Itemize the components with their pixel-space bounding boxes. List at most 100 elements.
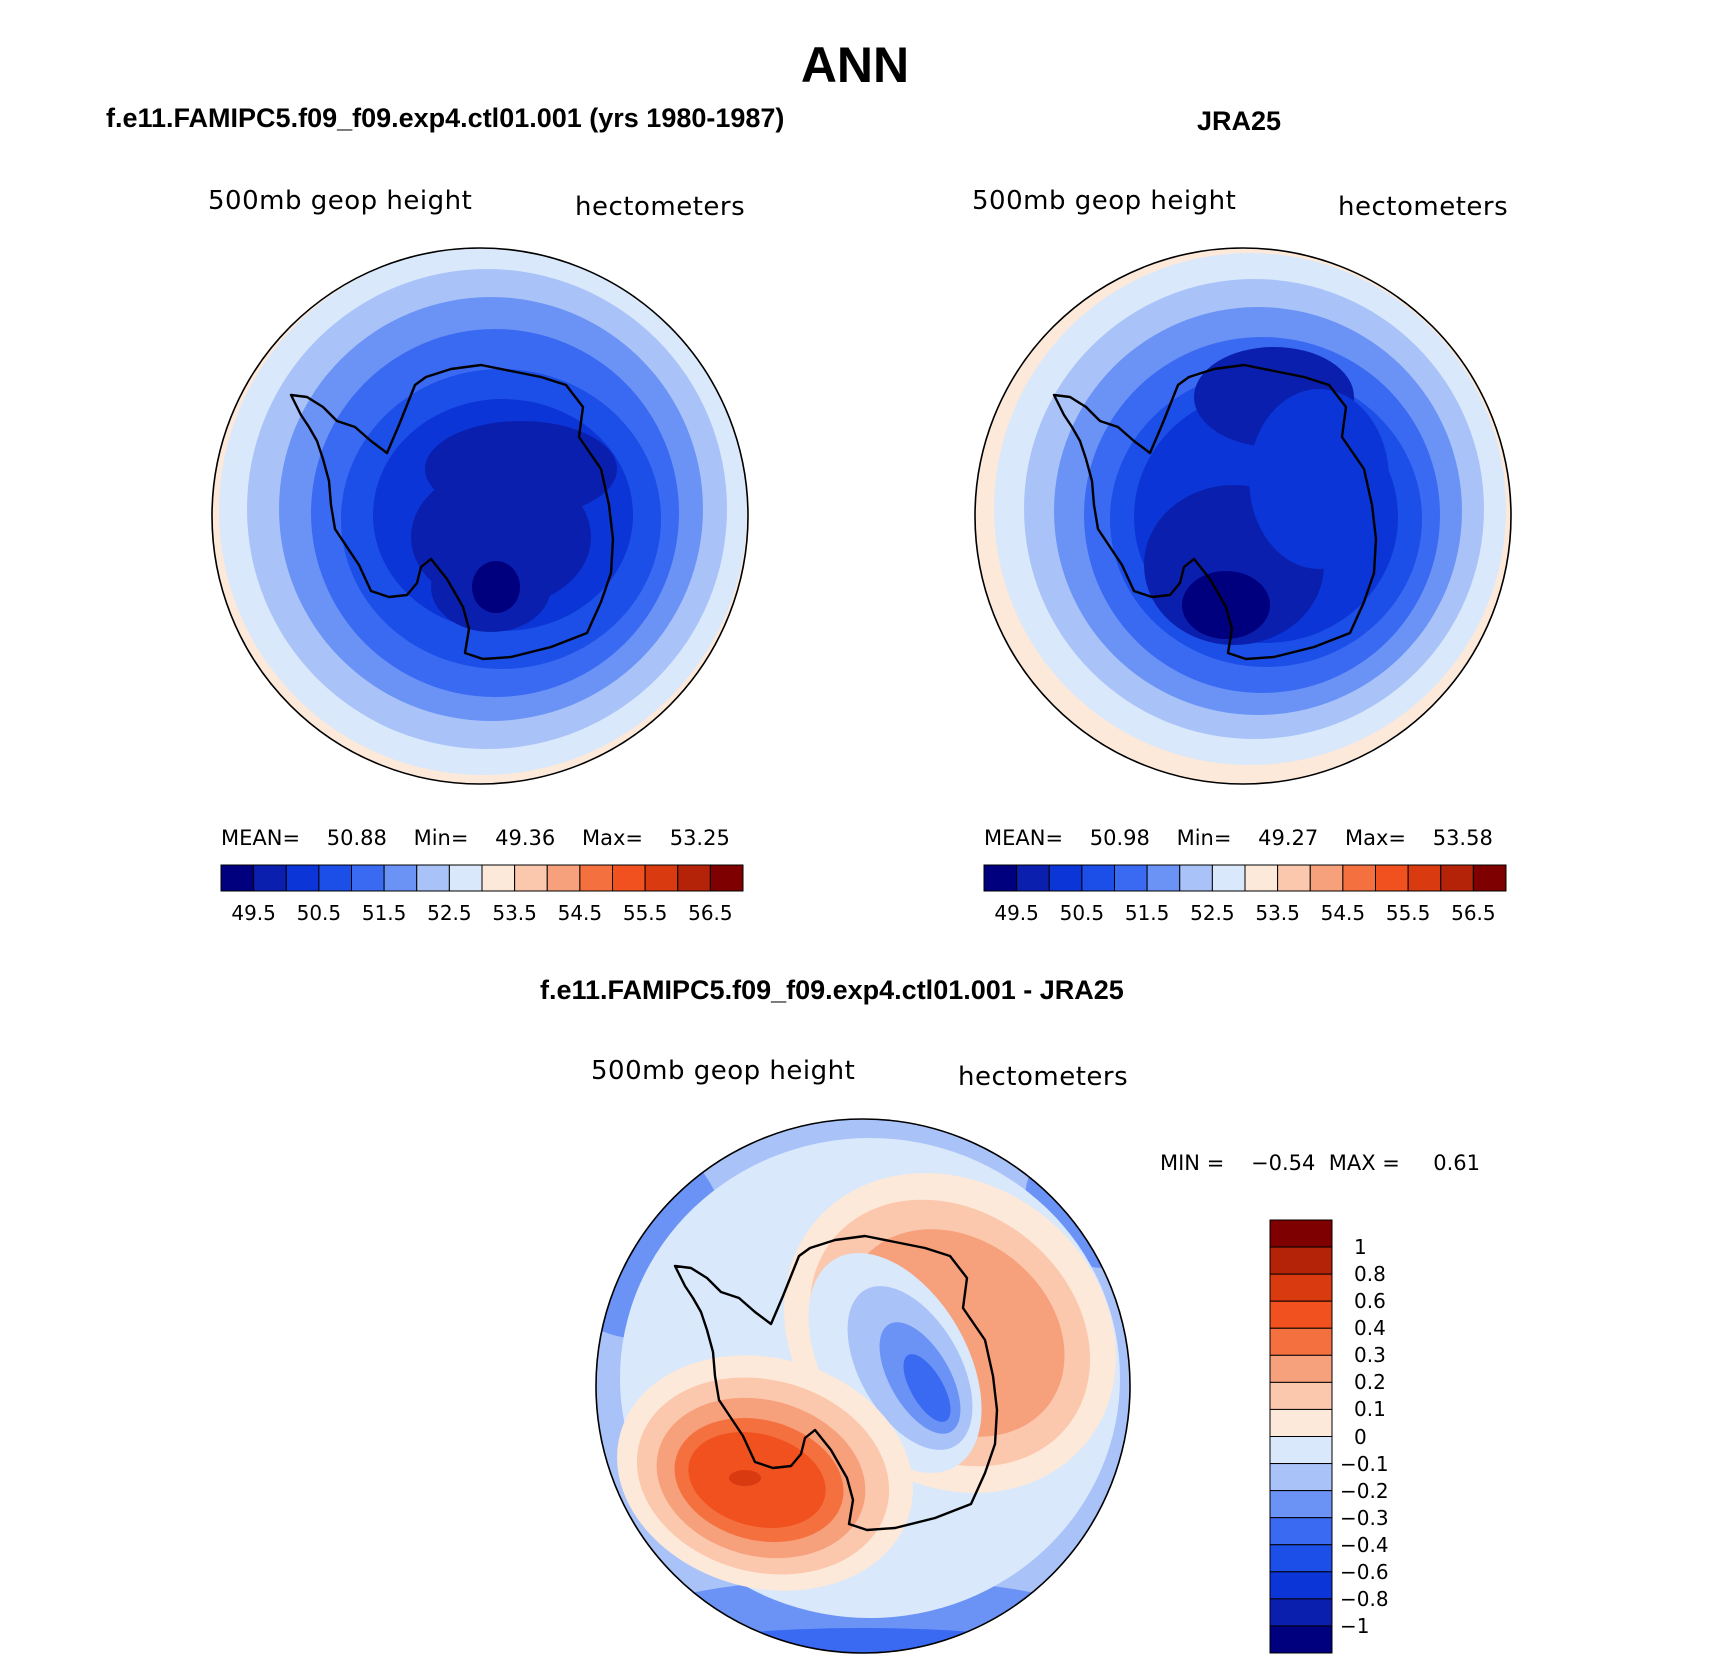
colorbar-swatch <box>546 864 581 892</box>
colorbar-swatch <box>1269 1246 1333 1275</box>
colorbar-swatch <box>1244 864 1279 892</box>
colorbar-swatch <box>514 864 548 892</box>
colorbar-tick-label: 56.5 <box>1451 901 1496 925</box>
colorbar-swatch <box>1440 864 1474 892</box>
colorbar-swatch <box>612 864 646 892</box>
panel-diff-min-label: MIN = <box>1160 1151 1225 1175</box>
panel-obs-colorbar <box>983 864 1507 892</box>
colorbar-swatch <box>1048 864 1083 892</box>
panel-obs-variable-label: 500mb geop height <box>972 186 1237 216</box>
colorbar-tick-label: 1 <box>1354 1235 1367 1260</box>
antarctica-coastline <box>289 363 615 661</box>
panel-diff-colorbar-ticks: 1 0.8 0.6 0.4 0.3 0.2 0.1 0 −0.1 −0.2 −0.3 −0.4 −0.6… <box>1340 1220 1460 1653</box>
colorbar-swatch <box>1269 1436 1333 1465</box>
colorbar-swatch <box>644 864 679 892</box>
colorbar-swatch <box>220 864 255 892</box>
colorbar-swatch <box>983 864 1018 892</box>
colorbar-swatch <box>1269 1490 1333 1519</box>
colorbar-tick-label: 0.1 <box>1354 1397 1386 1422</box>
colorbar-swatch <box>579 864 613 892</box>
colorbar-swatch <box>1269 1327 1333 1356</box>
colorbar-swatch <box>677 864 711 892</box>
colorbar-tick-label: 0.3 <box>1354 1343 1386 1368</box>
colorbar-swatch <box>481 864 516 892</box>
colorbar-swatch <box>1179 864 1213 892</box>
panel-diff-min-value: −0.54 <box>1251 1151 1316 1175</box>
panel-obs-max-label: Max= <box>1344 826 1406 850</box>
panel-diff-map <box>595 1118 1131 1654</box>
colorbar-swatch <box>383 864 418 892</box>
colorbar-swatch <box>448 864 483 892</box>
colorbar-tick-label: −1 <box>1340 1613 1370 1638</box>
colorbar-tick-label: 52.5 <box>427 901 472 925</box>
panel-diff-max-label: MAX = <box>1328 1151 1400 1175</box>
panel-diff-variable-label: 500mb geop height <box>591 1056 856 1086</box>
colorbar-swatch <box>1407 864 1442 892</box>
colorbar-tick-label: 50.5 <box>1059 901 1105 925</box>
colorbar-tick-label: 50.5 <box>296 901 342 925</box>
panel-obs-mean-value: 50.98 <box>1089 826 1150 850</box>
colorbar-tick-label: −0.3 <box>1340 1505 1389 1530</box>
colorbar-tick-label: 0 <box>1354 1424 1367 1449</box>
colorbar-tick-label: 56.5 <box>688 901 733 925</box>
panel-model-min-label: Min= <box>413 826 469 850</box>
panel-model-mean-label: MEAN= <box>221 826 301 850</box>
colorbar-swatch <box>1114 864 1148 892</box>
colorbar-swatch <box>1269 1544 1333 1573</box>
panel-diff-colorbar <box>1269 1219 1333 1654</box>
panel-model-units-label: hectometers <box>575 192 746 222</box>
colorbar-tick-label: −0.6 <box>1340 1559 1389 1584</box>
colorbar-swatch <box>1472 864 1507 892</box>
colorbar-tick-label: 49.5 <box>994 901 1039 925</box>
panel-obs-min-value: 49.27 <box>1258 826 1319 850</box>
panel-model-map <box>211 247 749 785</box>
panel-obs-max-value: 53.58 <box>1432 826 1493 850</box>
colorbar-tick-label: 55.5 <box>1385 901 1431 925</box>
colorbar-swatch <box>1269 1571 1333 1600</box>
panel-model-mean-value: 50.88 <box>326 826 387 850</box>
colorbar-tick-label: 51.5 <box>1124 901 1170 925</box>
colorbar-swatch <box>1146 864 1181 892</box>
colorbar-swatch <box>1269 1625 1333 1654</box>
colorbar-tick-label: 49.5 <box>231 901 276 925</box>
panel-obs-map <box>974 247 1512 785</box>
panel-model-variable-label: 500mb geop height <box>208 186 473 216</box>
colorbar-swatch <box>416 864 450 892</box>
antarctica-coastline <box>1052 363 1378 661</box>
panel-model-title: f.e11.FAMIPC5.f09_f09.exp4.ctl01.001 (yr… <box>106 103 785 133</box>
panel-obs-stats: MEAN= 50.98 Min= 49.27 Max= 53.58 <box>984 826 1493 850</box>
colorbar-swatch <box>1269 1219 1333 1248</box>
colorbar-swatch <box>1342 864 1376 892</box>
colorbar-swatch <box>1269 1408 1333 1437</box>
panel-obs-units-label: hectometers <box>1338 192 1509 222</box>
colorbar-swatch <box>1269 1598 1333 1627</box>
figure-title: ANN <box>800 37 910 93</box>
colorbar-tick-label: 53.5 <box>1255 901 1300 925</box>
colorbar-tick-label: −0.4 <box>1340 1532 1389 1557</box>
colorbar-tick-label: −0.8 <box>1340 1586 1389 1611</box>
colorbar-tick-label: 0.8 <box>1354 1262 1386 1287</box>
colorbar-swatch <box>1375 864 1409 892</box>
panel-obs-colorbar-ticks: 49.5 50.5 51.5 52.5 53.5 54.5 55.5 56.5 <box>984 901 1506 927</box>
colorbar-tick-label: 0.4 <box>1354 1316 1386 1341</box>
colorbar-swatch <box>1211 864 1246 892</box>
panel-model-min-value: 49.36 <box>495 826 556 850</box>
colorbar-swatch <box>1269 1300 1333 1329</box>
colorbar-swatch <box>1269 1517 1333 1546</box>
colorbar-swatch <box>1309 864 1344 892</box>
colorbar-swatch <box>285 864 320 892</box>
panel-obs-title: JRA25 <box>1197 106 1282 136</box>
colorbar-tick-label: 55.5 <box>622 901 668 925</box>
colorbar-swatch <box>318 864 352 892</box>
colorbar-swatch <box>1269 1463 1333 1492</box>
colorbar-swatch <box>1277 864 1311 892</box>
panel-diff-title: f.e11.FAMIPC5.f09_f09.exp4.ctl01.001 - J… <box>540 975 1124 1005</box>
colorbar-swatch <box>1269 1354 1333 1383</box>
panel-diff-stats: MIN = −0.54 MAX = 0.61 <box>1160 1151 1480 1175</box>
colorbar-tick-label: −0.2 <box>1340 1478 1389 1503</box>
colorbar-tick-label: 51.5 <box>361 901 407 925</box>
colorbar-tick-label: 54.5 <box>557 901 603 925</box>
panel-model-max-value: 53.25 <box>669 826 730 850</box>
panel-model-colorbar-ticks: 49.5 50.5 51.5 52.5 53.5 54.5 55.5 56.5 <box>221 901 743 927</box>
panel-diff-max-value: 0.61 <box>1433 1151 1481 1175</box>
